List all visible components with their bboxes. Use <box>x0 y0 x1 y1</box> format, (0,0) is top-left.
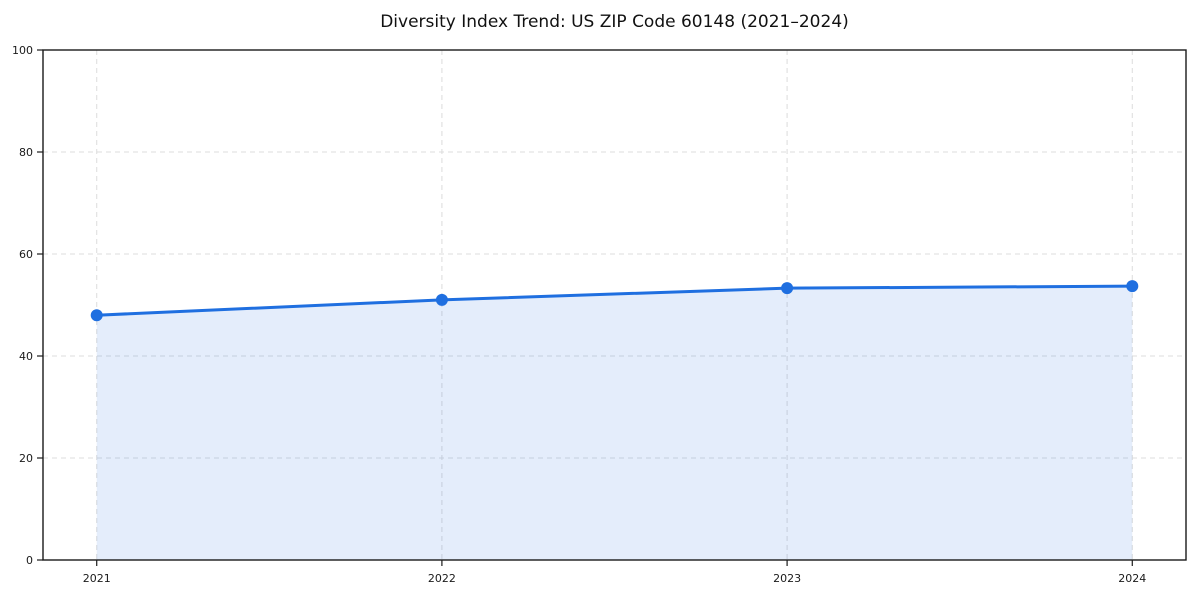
x-tick-label: 2022 <box>428 572 456 585</box>
x-tick-label: 2024 <box>1118 572 1146 585</box>
y-tick-label: 40 <box>19 350 33 363</box>
trend-line <box>95 284 1134 317</box>
plot-frame <box>42 49 1187 561</box>
area-fill <box>96 286 1133 560</box>
marker-layer <box>90 280 1139 322</box>
data-point <box>781 282 794 295</box>
chart-title: Diversity Index Trend: US ZIP Code 60148… <box>380 12 849 32</box>
data-point <box>1126 280 1139 293</box>
y-tick-label: 80 <box>19 146 33 159</box>
data-point <box>90 309 103 322</box>
y-axis: 0 20 40 60 80 100 <box>12 44 43 567</box>
y-tick-label: 20 <box>19 452 33 465</box>
x-tick-label: 2021 <box>83 572 111 585</box>
x-tick-label: 2023 <box>773 572 801 585</box>
data-point <box>435 293 448 306</box>
y-tick-label: 100 <box>12 44 33 57</box>
x-axis: 2021 2022 2023 2024 <box>83 560 1146 585</box>
y-tick-label: 0 <box>26 554 33 567</box>
y-tick-label: 60 <box>19 248 33 261</box>
